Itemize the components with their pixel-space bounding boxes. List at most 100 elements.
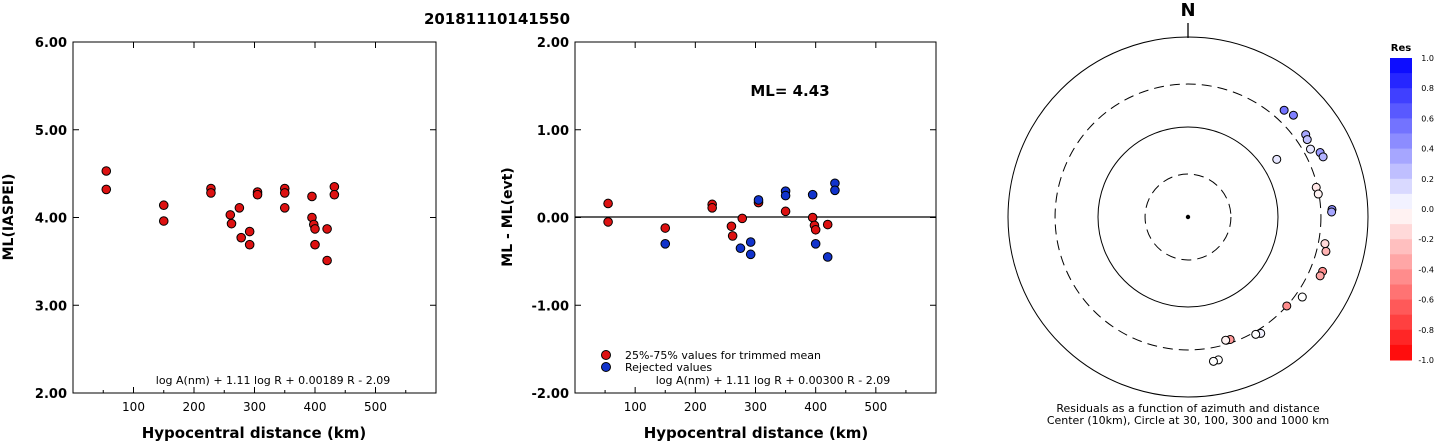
x-tick-label: 200 xyxy=(183,400,206,414)
y-tick-label: 0.00 xyxy=(537,212,569,227)
colorbar-tick-label: 0.4 xyxy=(1421,145,1434,154)
x-tick-label: 300 xyxy=(243,400,266,414)
station-point xyxy=(1315,271,1325,281)
data-point xyxy=(780,206,791,217)
station-point xyxy=(1208,356,1218,366)
x-tick-label: 300 xyxy=(744,400,767,414)
polar-caption-line2: Center (10km), Circle at 30, 100, 300 an… xyxy=(1047,414,1329,427)
station-point xyxy=(1313,189,1323,199)
y-tick-label: 2.00 xyxy=(35,387,67,402)
data-point xyxy=(660,239,671,249)
plot2-ylabel: ML - ML(evt) xyxy=(500,167,516,266)
plot1-ylabel: ML(IASPEI) xyxy=(1,174,17,261)
data-point xyxy=(307,191,317,202)
station-point xyxy=(1221,335,1231,345)
data-point xyxy=(234,203,245,213)
colorbar-cell xyxy=(1390,299,1412,316)
colorbar-tick-label: 1.0 xyxy=(1421,54,1434,63)
figure-title: 20181110141550 xyxy=(424,10,570,28)
station-point xyxy=(1279,105,1289,115)
colorbar-cell xyxy=(1390,103,1412,119)
colorbar-cell xyxy=(1390,209,1412,225)
station-point xyxy=(1282,301,1292,311)
colorbar-cell xyxy=(1390,73,1412,89)
colorbar-cell xyxy=(1390,58,1412,74)
data-point xyxy=(225,210,236,220)
colorbar-tick-label: -0.8 xyxy=(1418,326,1434,335)
x-tick-label: 100 xyxy=(624,400,647,414)
y-tick-label: -1.00 xyxy=(532,299,569,314)
data-point xyxy=(807,189,818,200)
data-point xyxy=(745,249,756,260)
station-point xyxy=(1320,239,1330,249)
colorbar-tick-label: -0.4 xyxy=(1418,265,1434,274)
data-point xyxy=(310,224,320,234)
colorbar-cell xyxy=(1390,133,1412,150)
colorbar-cell xyxy=(1390,118,1412,134)
x-tick-label: 500 xyxy=(864,400,887,414)
plot2-xlabel: Hypocentral distance (km) xyxy=(644,424,869,441)
station-point xyxy=(1272,154,1282,164)
legend-marker-trimmed xyxy=(601,350,611,360)
data-point xyxy=(244,226,255,237)
north-label: N xyxy=(1180,0,1195,21)
x-tick-label: 500 xyxy=(364,400,387,414)
station-point xyxy=(1306,144,1316,154)
data-point xyxy=(603,198,613,209)
colorbar-cell xyxy=(1390,163,1412,180)
colorbar-cell xyxy=(1390,193,1412,210)
x-tick-label: 400 xyxy=(304,400,327,414)
y-tick-label: 2.00 xyxy=(537,36,569,51)
colorbar-cell xyxy=(1390,344,1412,361)
station-point xyxy=(1288,110,1298,120)
colorbar-cell xyxy=(1390,88,1412,104)
colorbar-cell xyxy=(1390,239,1412,255)
ml-vs-distance-chart: 100 200 300 400 500 2.00 3.00 4.00 5.00 6.00 Hypo… xyxy=(1,36,437,441)
plot1-xlabel: Hypocentral distance (km) xyxy=(142,424,367,441)
data-point xyxy=(329,181,340,192)
plot1-formula: log A(nm) + 1.11 log R + 0.00189 R - 2.0… xyxy=(156,374,390,387)
data-point xyxy=(101,184,112,195)
colorbar-cell xyxy=(1390,269,1412,285)
polar-caption-line1: Residuals as a function of azimuth and d… xyxy=(1056,402,1319,415)
data-point xyxy=(310,239,320,250)
data-point xyxy=(780,190,791,201)
y-tick-label: 5.00 xyxy=(35,124,67,139)
data-point xyxy=(822,219,833,230)
colorbar-tick-label: 0.8 xyxy=(1421,84,1434,93)
data-point xyxy=(322,255,332,266)
data-point xyxy=(727,231,738,241)
data-point xyxy=(603,217,613,227)
x-tick-label: 200 xyxy=(684,400,707,414)
plot1-frame xyxy=(72,41,437,394)
data-point xyxy=(279,203,290,213)
station-point xyxy=(1327,207,1337,217)
data-point xyxy=(158,200,169,211)
distance-ring xyxy=(1144,173,1232,261)
y-tick-label: 4.00 xyxy=(35,212,67,227)
data-point xyxy=(707,203,717,213)
data-point xyxy=(735,243,746,254)
x-tick-label: 100 xyxy=(122,400,145,414)
legend-marker-rejected xyxy=(601,362,611,372)
data-point xyxy=(226,218,237,229)
data-point xyxy=(322,224,332,234)
data-point xyxy=(101,166,112,176)
colorbar-cell xyxy=(1390,284,1412,301)
station-point xyxy=(1318,152,1328,162)
data-point xyxy=(810,224,821,235)
residual-vs-distance-chart: 100 200 300 400 500 -2.00 -1.00 0.00 1.00 2.00 Hy… xyxy=(500,36,937,441)
y-tick-label: -2.00 xyxy=(532,387,569,402)
data-point xyxy=(822,252,833,262)
colorbar-cell xyxy=(1390,148,1412,165)
colorbar-cell xyxy=(1390,178,1412,195)
colorbar-title: Res xyxy=(1391,43,1411,54)
colorbar-tick-label: -0.2 xyxy=(1418,235,1434,244)
legend-label-trimmed: 25%-75% values for trimmed mean xyxy=(625,349,821,362)
colorbar-cell xyxy=(1390,224,1412,240)
plot2-ml-annotation: ML= 4.43 xyxy=(750,82,829,100)
colorbar-cell xyxy=(1390,254,1412,270)
data-point xyxy=(279,188,290,198)
x-tick-label: 400 xyxy=(804,400,827,414)
